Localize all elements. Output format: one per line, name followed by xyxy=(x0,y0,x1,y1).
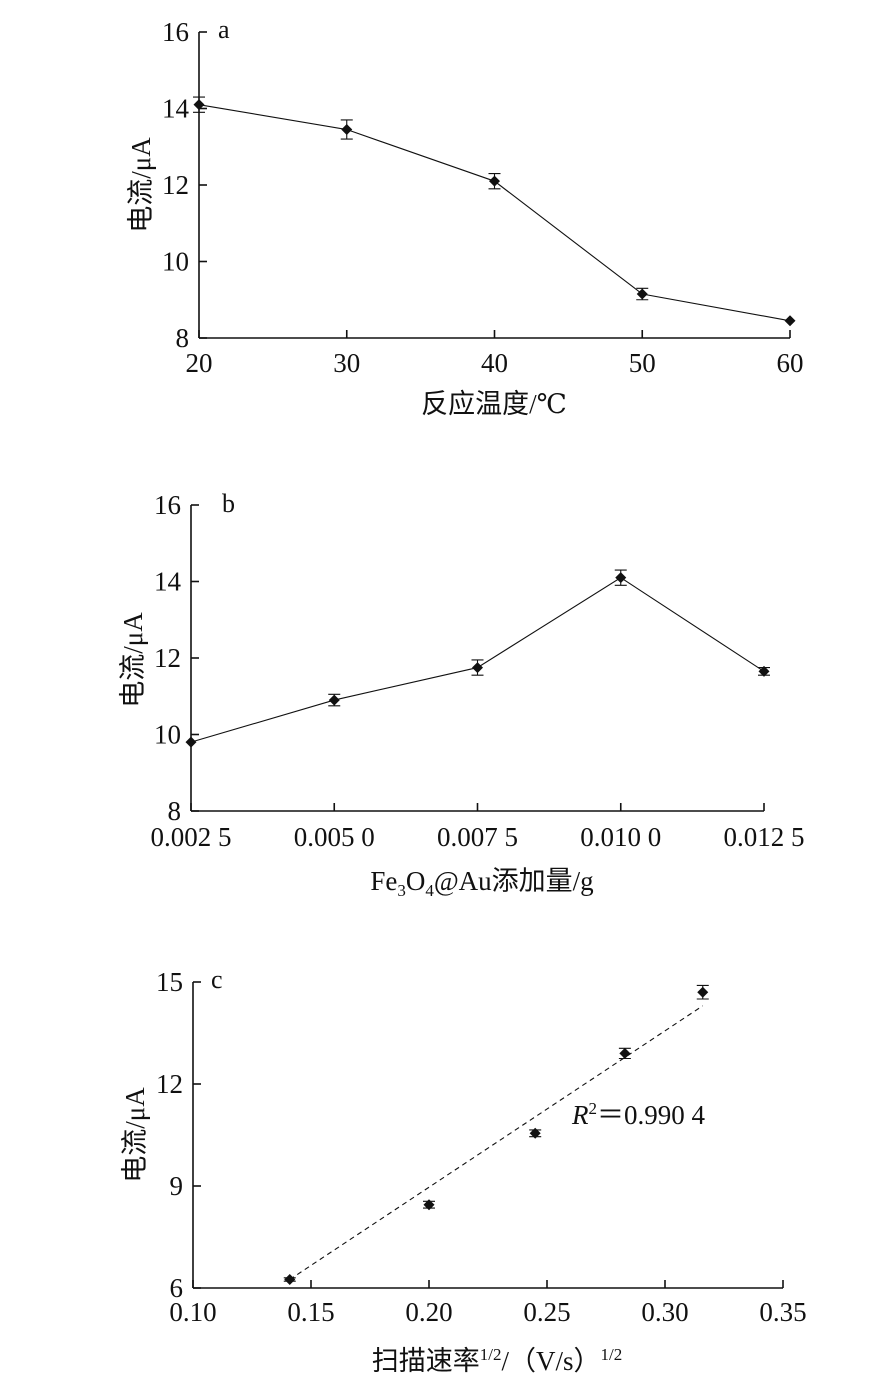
panel-c-data-point xyxy=(284,1274,296,1285)
panel-a-x-axis-label: 反应温度/℃ xyxy=(421,389,567,419)
panel-c-label: c xyxy=(211,965,223,994)
panel-b-y-tick-label: 8 xyxy=(168,796,182,826)
panel-c-xlabel-sup-2: 1/2 xyxy=(601,1345,623,1364)
panel-c-xlabel-sup-1: 1/2 xyxy=(480,1345,502,1364)
panel-c-r2-value: ＝0.990 4 xyxy=(597,1100,705,1130)
panel-c-data-point xyxy=(529,1127,541,1139)
panel-c-y-tick-label: 12 xyxy=(156,1069,183,1099)
panel-b-x-axis-label: Fe3O4@Au添加量/g xyxy=(370,866,593,900)
panel-c-r2-r: R xyxy=(571,1100,589,1130)
panel-a-y-tick-label: 16 xyxy=(162,17,189,47)
panel-c-x-tick-label: 0.20 xyxy=(405,1297,452,1327)
panel-a-x-tick-label: 50 xyxy=(629,348,656,378)
panel-a-data-point xyxy=(193,99,205,111)
panel-a-x-tick-label: 30 xyxy=(333,348,360,378)
panel-a-label: a xyxy=(218,15,230,44)
panel-b-data-point xyxy=(328,694,340,706)
panel-a-y-tick-label: 12 xyxy=(162,170,189,200)
panel-c-r2-annotation: R2＝0.990 4 xyxy=(571,1099,705,1130)
panel-b: b Fe3O4@Au添加量/g 电流/μA 0.002 5 0.005 0 0.00… xyxy=(118,489,805,900)
panel-a-data-point xyxy=(489,175,500,187)
panel-a-y-tick-label: 8 xyxy=(176,323,190,353)
panel-b-data-point xyxy=(185,736,197,748)
panel-a-series-line xyxy=(198,104,791,322)
panel-c-data-point xyxy=(697,986,709,998)
panel-b-data-point xyxy=(472,662,483,674)
panel-b-y-tick-label: 14 xyxy=(154,567,182,597)
panel-c-x-axis-label: 扫描速率1/2/（V/s）1/2 xyxy=(372,1345,622,1376)
panel-a-data-point xyxy=(341,124,353,136)
panel-c-x-tick-label: 0.10 xyxy=(169,1297,216,1327)
panel-b-x-tick-label: 0.007 5 xyxy=(437,822,518,852)
panel-a-x-tick-label: 20 xyxy=(186,348,213,378)
panel-c-data-point xyxy=(619,1047,631,1059)
panel-b-x-tick-label: 0.010 0 xyxy=(580,822,661,852)
panel-b-y-tick-label: 16 xyxy=(154,490,181,520)
panel-c-x-tick-label: 0.30 xyxy=(641,1297,688,1327)
panel-c-fit-line xyxy=(289,1005,704,1280)
panel-b-xlabel-sub-2: 4 xyxy=(425,881,434,900)
panel-b-y-tick-label: 12 xyxy=(154,643,181,673)
panel-b-label: b xyxy=(222,489,235,518)
panel-a-data-point xyxy=(636,288,648,300)
panel-b-xlabel-sub-1: 3 xyxy=(397,881,406,900)
panel-c-xlabel-part-2: /（V/s） xyxy=(501,1346,600,1376)
panel-a-y-axis-label: 电流/μA xyxy=(126,137,156,233)
panel-c-y-tick-label: 9 xyxy=(170,1171,184,1201)
panel-c-r2-sup: 2 xyxy=(589,1099,598,1118)
panel-a-x-tick-label: 60 xyxy=(777,348,804,378)
panel-b-y-axis-label: 电流/μA xyxy=(118,612,148,708)
panel-c-x-tick-label: 0.35 xyxy=(759,1297,806,1327)
panel-b-xlabel-part-2: O xyxy=(406,866,426,896)
panel-a-y-tick-label: 14 xyxy=(162,94,190,124)
panel-c-xlabel-part-1: 扫描速率 xyxy=(372,1346,480,1376)
panel-b-y-tick-label: 10 xyxy=(154,720,181,750)
panel-c-y-tick-label: 6 xyxy=(170,1273,184,1303)
panel-c-data-point xyxy=(423,1199,435,1211)
panel-a-x-tick-label: 40 xyxy=(481,348,508,378)
panel-c-x-tick-label: 0.15 xyxy=(287,1297,334,1327)
panel-c-y-tick-label: 15 xyxy=(156,967,183,997)
panel-b-x-tick-label: 0.002 5 xyxy=(151,822,232,852)
panel-c-y-axis-label: 电流/μA xyxy=(120,1087,150,1183)
panel-a: a 反应温度/℃ 电流/μA 20 30 40 50 60 8 10 12 14 16 xyxy=(126,15,804,419)
panel-b-data-point xyxy=(615,572,627,584)
panel-a-y-tick-label: 10 xyxy=(162,247,189,277)
panel-b-xlabel-part-3: @Au添加量/g xyxy=(434,866,594,896)
panel-c: c R2＝0.990 4 扫描速率1/2/（V/s）1/2 电流/μA 0.10… xyxy=(120,965,807,1376)
panel-a-data-point xyxy=(784,315,796,327)
panel-c-x-tick-label: 0.25 xyxy=(523,1297,570,1327)
panel-b-x-tick-label: 0.012 5 xyxy=(724,822,805,852)
panel-b-x-tick-label: 0.005 0 xyxy=(294,822,375,852)
panel-b-data-point xyxy=(758,665,770,677)
panel-b-xlabel-part-1: Fe xyxy=(370,866,397,896)
